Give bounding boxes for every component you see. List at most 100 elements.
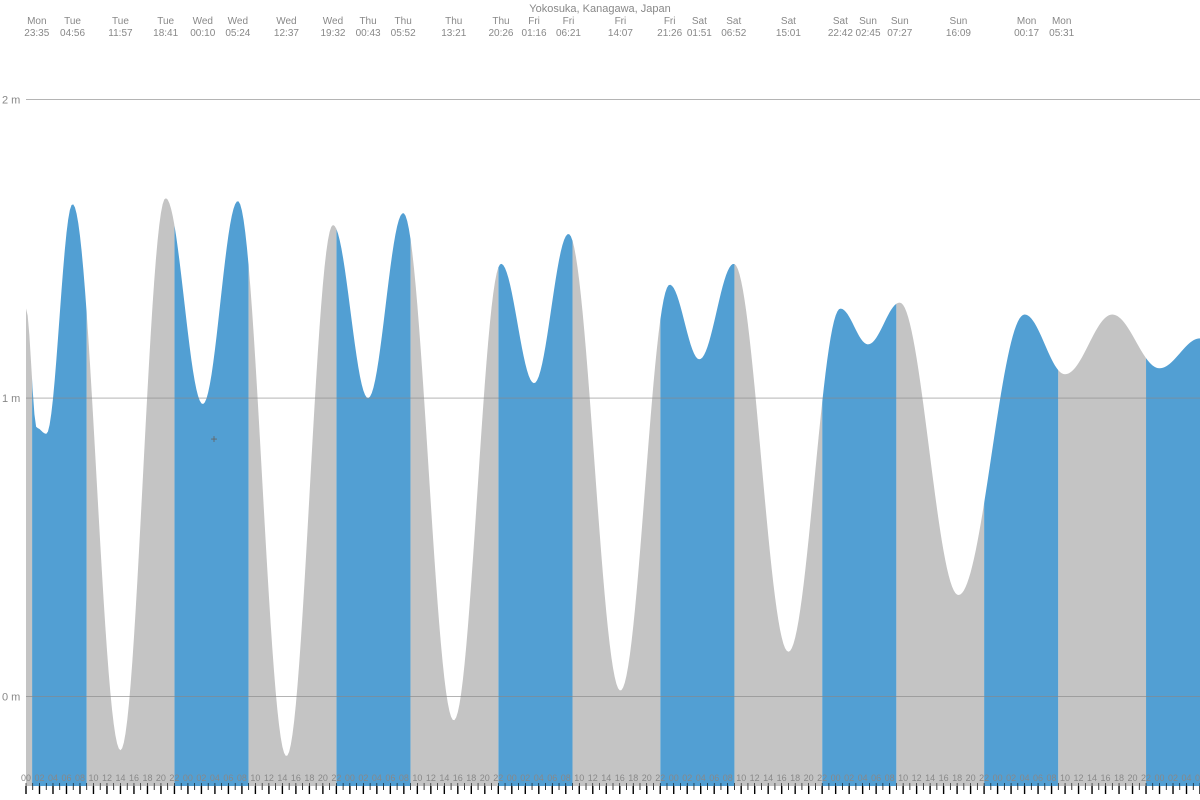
hour-label: 14 bbox=[115, 773, 125, 783]
hour-label: 00 bbox=[21, 773, 31, 783]
hour-label: 00 bbox=[1155, 773, 1165, 783]
hour-label: 20 bbox=[642, 773, 652, 783]
hour-label: 12 bbox=[912, 773, 922, 783]
hour-label: 18 bbox=[304, 773, 314, 783]
hour-label: 20 bbox=[156, 773, 166, 783]
hour-label: 04 bbox=[534, 773, 544, 783]
hour-label: 04 bbox=[1020, 773, 1030, 783]
hour-label: 02 bbox=[520, 773, 530, 783]
hour-label: 02 bbox=[1006, 773, 1016, 783]
hour-label: 02 bbox=[34, 773, 44, 783]
hour-label: 06 bbox=[1195, 773, 1200, 783]
hour-label: 20 bbox=[804, 773, 814, 783]
hour-label: 16 bbox=[291, 773, 301, 783]
hour-label: 22 bbox=[1141, 773, 1151, 783]
hour-label: 20 bbox=[318, 773, 328, 783]
extreme-time-label: 11:57 bbox=[108, 28, 133, 39]
y-axis-label: 0 m bbox=[2, 691, 20, 703]
hour-label: 06 bbox=[547, 773, 557, 783]
extreme-day-label: Sun bbox=[891, 16, 909, 27]
extreme-time-label: 15:01 bbox=[776, 28, 801, 39]
extreme-time-label: 05:31 bbox=[1049, 28, 1074, 39]
hour-label: 04 bbox=[210, 773, 220, 783]
hour-label: 00 bbox=[831, 773, 841, 783]
extreme-time-label: 00:10 bbox=[190, 28, 215, 39]
hour-label: 16 bbox=[939, 773, 949, 783]
extreme-time-label: 02:45 bbox=[856, 28, 881, 39]
hour-label: 20 bbox=[966, 773, 976, 783]
extreme-day-label: Thu bbox=[395, 16, 412, 27]
hour-label: 12 bbox=[426, 773, 436, 783]
hour-label: 08 bbox=[885, 773, 895, 783]
extreme-day-label: Tue bbox=[112, 16, 129, 27]
extreme-day-label: Mon bbox=[1017, 16, 1036, 27]
hour-label: 18 bbox=[142, 773, 152, 783]
hour-label: 10 bbox=[88, 773, 98, 783]
extreme-day-label: Fri bbox=[528, 16, 540, 27]
extreme-time-label: 05:52 bbox=[391, 28, 416, 39]
extreme-day-label: Sat bbox=[781, 16, 796, 27]
hour-label: 22 bbox=[493, 773, 503, 783]
hour-label: 06 bbox=[385, 773, 395, 783]
hour-label: 16 bbox=[1101, 773, 1111, 783]
hour-label: 18 bbox=[628, 773, 638, 783]
extreme-time-label: 23:35 bbox=[24, 28, 49, 39]
extreme-day-label: Sun bbox=[859, 16, 877, 27]
extreme-time-label: 01:16 bbox=[522, 28, 547, 39]
hour-label: 14 bbox=[439, 773, 449, 783]
hour-label: 10 bbox=[412, 773, 422, 783]
hour-label: 08 bbox=[75, 773, 85, 783]
hour-label: 10 bbox=[898, 773, 908, 783]
chart-title: Yokosuka, Kanagawa, Japan bbox=[529, 3, 670, 15]
hour-label: 00 bbox=[183, 773, 193, 783]
extreme-time-label: 21:26 bbox=[657, 28, 682, 39]
extreme-day-label: Wed bbox=[323, 16, 343, 27]
hour-label: 08 bbox=[723, 773, 733, 783]
hour-label: 02 bbox=[682, 773, 692, 783]
hour-label: 08 bbox=[237, 773, 247, 783]
extreme-time-label: 13:21 bbox=[441, 28, 466, 39]
extreme-time-label: 16:09 bbox=[946, 28, 971, 39]
extreme-day-label: Tue bbox=[157, 16, 174, 27]
extreme-time-label: 19:32 bbox=[320, 28, 345, 39]
hour-label: 18 bbox=[952, 773, 962, 783]
extreme-day-label: Sun bbox=[950, 16, 968, 27]
hour-label: 14 bbox=[925, 773, 935, 783]
hour-label: 06 bbox=[61, 773, 71, 783]
extreme-time-label: 01:51 bbox=[687, 28, 712, 39]
hour-label: 08 bbox=[399, 773, 409, 783]
extreme-day-label: Thu bbox=[492, 16, 509, 27]
hour-label: 02 bbox=[1168, 773, 1178, 783]
hour-label: 06 bbox=[709, 773, 719, 783]
extreme-day-label: Sat bbox=[833, 16, 848, 27]
hour-label: 00 bbox=[669, 773, 679, 783]
hour-label: 04 bbox=[1181, 773, 1191, 783]
extreme-time-label: 06:21 bbox=[556, 28, 581, 39]
hour-label: 02 bbox=[844, 773, 854, 783]
hour-label: 04 bbox=[858, 773, 868, 783]
extreme-time-label: 05:24 bbox=[225, 28, 250, 39]
hour-label: 02 bbox=[196, 773, 206, 783]
hour-label: 14 bbox=[1087, 773, 1097, 783]
extreme-time-label: 12:37 bbox=[274, 28, 299, 39]
hour-label: 12 bbox=[1074, 773, 1084, 783]
hour-label: 22 bbox=[331, 773, 341, 783]
hour-label: 08 bbox=[1047, 773, 1057, 783]
hour-label: 10 bbox=[250, 773, 260, 783]
extreme-time-label: 20:26 bbox=[488, 28, 513, 39]
extreme-time-label: 06:52 bbox=[721, 28, 746, 39]
extreme-day-label: Fri bbox=[615, 16, 627, 27]
extreme-day-label: Thu bbox=[359, 16, 376, 27]
extreme-day-label: Thu bbox=[445, 16, 462, 27]
hour-label: 12 bbox=[264, 773, 274, 783]
hour-label: 16 bbox=[453, 773, 463, 783]
hour-label: 22 bbox=[979, 773, 989, 783]
hour-label: 06 bbox=[223, 773, 233, 783]
hour-label: 12 bbox=[588, 773, 598, 783]
hour-label: 16 bbox=[615, 773, 625, 783]
hour-label: 14 bbox=[277, 773, 287, 783]
hour-label: 02 bbox=[358, 773, 368, 783]
extreme-day-label: Sat bbox=[726, 16, 741, 27]
extreme-day-label: Wed bbox=[276, 16, 296, 27]
hour-label: 04 bbox=[48, 773, 58, 783]
